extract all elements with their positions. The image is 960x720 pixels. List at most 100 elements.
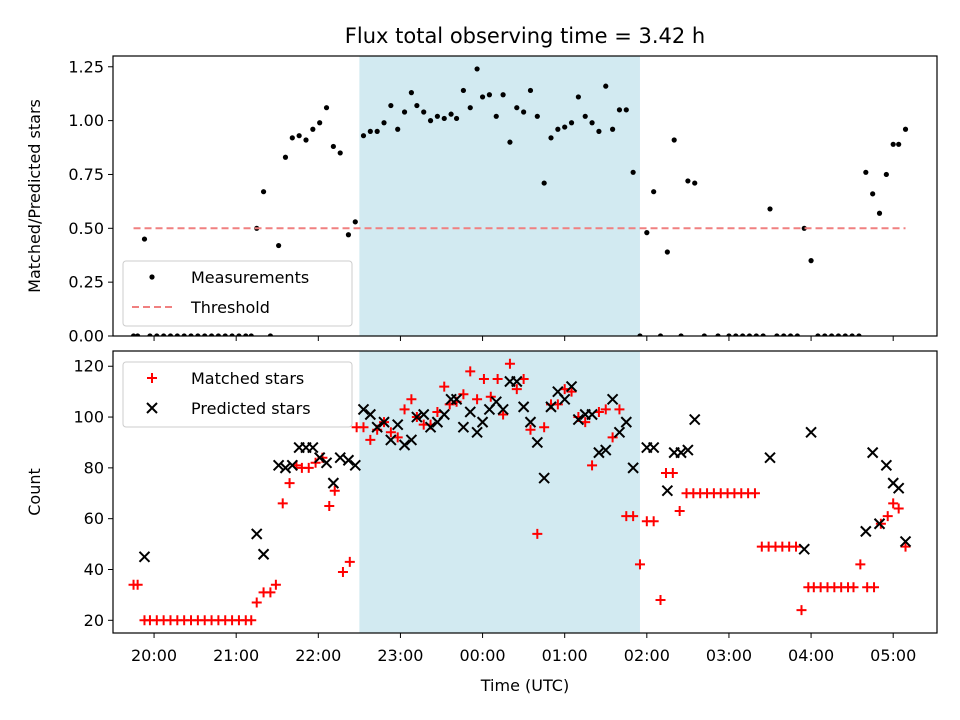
data-point (870, 191, 876, 197)
data-point (406, 394, 417, 405)
x-tick-label: 23:00 (377, 646, 423, 665)
data-point (161, 333, 167, 336)
data-point (678, 333, 684, 336)
data-point (307, 441, 319, 454)
data-point (880, 459, 893, 472)
data-point (130, 333, 137, 336)
data-point (349, 459, 361, 472)
data-point (374, 128, 380, 134)
data-point (195, 333, 201, 336)
plot-area (128, 358, 912, 626)
data-point (485, 391, 496, 402)
data-point (548, 135, 554, 141)
data-point (434, 113, 440, 119)
legend-box (122, 361, 353, 428)
data-point (251, 528, 263, 540)
data-point (378, 416, 390, 428)
data-point (796, 605, 807, 616)
data-point (493, 113, 499, 119)
data-point (371, 421, 383, 433)
y-tick-label: 100 (73, 408, 104, 427)
data-point (450, 393, 463, 405)
data-point (532, 528, 543, 539)
data-point (424, 421, 437, 433)
data-point (507, 139, 513, 145)
x-tick-label: 04:00 (788, 646, 834, 665)
data-point (457, 421, 470, 433)
data-point (545, 401, 557, 413)
data-point (534, 113, 540, 119)
data-point (337, 150, 343, 156)
data-point (749, 488, 760, 499)
data-point (637, 333, 643, 336)
legend-label: Matched stars (191, 369, 304, 388)
data-point (330, 143, 336, 150)
data-point (575, 94, 581, 100)
data-point (464, 406, 476, 418)
y-tick-label: 0.25 (68, 273, 104, 292)
data-point (367, 128, 373, 134)
data-point (364, 408, 377, 421)
data-point (385, 427, 396, 438)
data-point (460, 87, 467, 94)
data-point (651, 189, 657, 195)
data-point (453, 115, 460, 122)
data-point (628, 511, 639, 522)
data-point (657, 333, 664, 336)
data-point (842, 333, 848, 336)
data-point (395, 126, 401, 132)
data-point (539, 422, 550, 433)
data-point (479, 94, 486, 100)
data-point (582, 113, 588, 119)
data-point (835, 333, 842, 336)
data-point (174, 333, 180, 336)
data-point (740, 333, 746, 336)
data-point (623, 107, 629, 113)
data-point (472, 394, 483, 405)
x-tick-label: 03:00 (706, 646, 752, 665)
data-point (902, 126, 909, 132)
data-point (342, 454, 355, 466)
data-point (439, 381, 450, 392)
data-point (572, 413, 585, 426)
data-point (229, 333, 235, 336)
data-point (882, 511, 893, 522)
y-tick-label: 80 (84, 458, 104, 477)
data-point (337, 567, 348, 578)
bottom-panel: 20 40 60 80 100 120 20:00 21:00 22:00 23:00 00:00 0… (25, 350, 938, 665)
data-point (257, 548, 270, 560)
y-tick-label: 120 (73, 357, 104, 376)
data-point (276, 242, 282, 249)
data-point (313, 451, 326, 464)
axes-frame (112, 55, 938, 337)
data-point (525, 424, 536, 435)
data-point (630, 169, 636, 175)
data-point (866, 446, 879, 459)
data-point (781, 333, 787, 336)
data-point (822, 333, 828, 336)
data-point (188, 333, 194, 336)
data-point (282, 154, 289, 160)
plot-area (130, 66, 909, 336)
data-point (893, 503, 904, 514)
x-tick-label: 01:00 (542, 646, 588, 665)
data-point (541, 180, 547, 186)
data-point (600, 404, 611, 415)
data-point (391, 418, 404, 431)
data-point (873, 518, 886, 530)
y-tick-label: 60 (84, 509, 104, 528)
data-point (267, 333, 274, 336)
data-point (644, 230, 650, 236)
data-point (135, 333, 141, 336)
data-point (511, 375, 523, 388)
data-point (527, 87, 534, 94)
data-point (883, 171, 889, 178)
x-tick-label: 20:00 (131, 646, 177, 665)
data-point (692, 180, 698, 186)
data-point (531, 436, 544, 449)
data-point (360, 133, 367, 139)
legend-label: Measurements (191, 268, 309, 287)
data-point (565, 380, 578, 393)
data-point (701, 333, 707, 336)
